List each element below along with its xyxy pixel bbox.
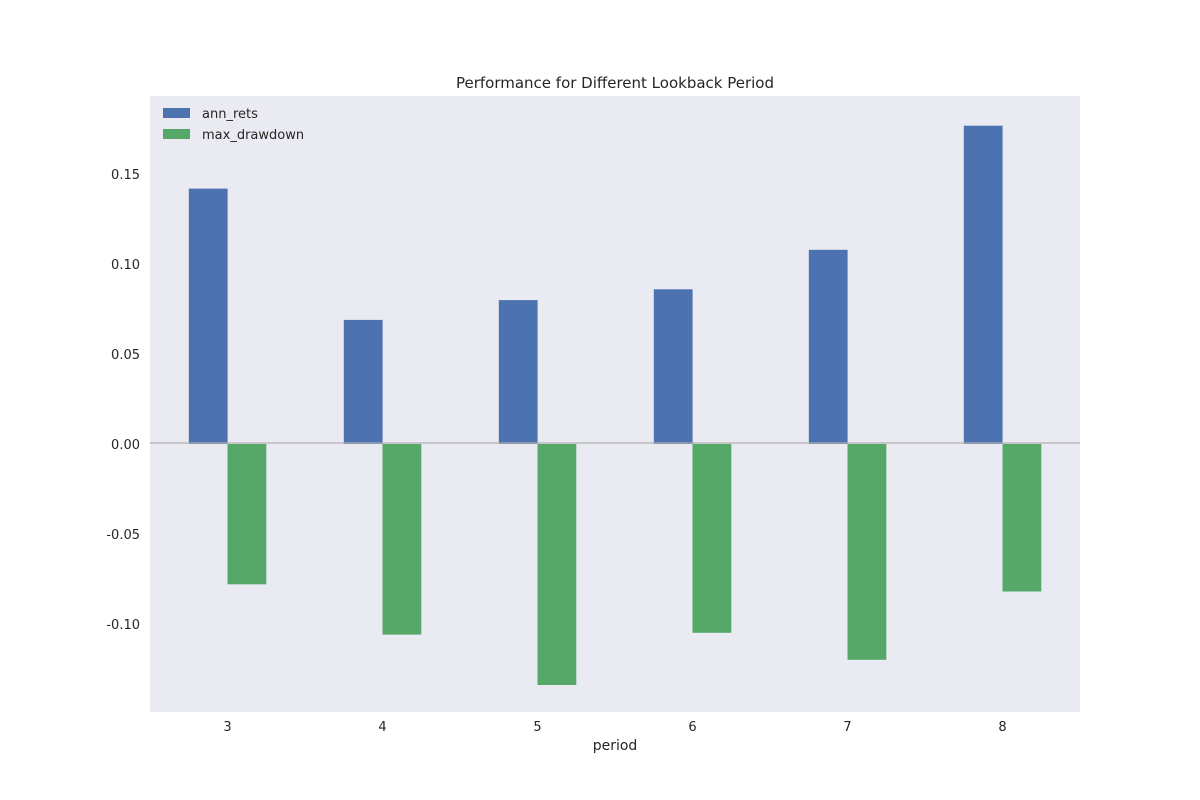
chart-title: Performance for Different Lookback Perio… [456, 74, 774, 92]
x-tick-label: 5 [533, 720, 541, 735]
x-tick-label: 4 [378, 720, 386, 735]
x-tick-label: 7 [843, 720, 851, 735]
y-axis: 0.15 0.10 0.05 0.00 -0.05 -0.10 [106, 168, 140, 633]
x-tick-label: 3 [223, 720, 231, 735]
bar-max-drawdown-8 [1002, 444, 1042, 592]
bar-ann-rets-3 [188, 188, 228, 444]
y-tick-label: 0.05 [111, 348, 140, 363]
x-axis-label: period [593, 738, 638, 754]
legend: ann_rets max_drawdown [163, 107, 304, 143]
y-tick-label: -0.10 [106, 618, 140, 633]
legend-label-max-drawdown: max_drawdown [202, 128, 304, 143]
x-tick-label: 8 [998, 720, 1006, 735]
legend-label-ann-rets: ann_rets [202, 107, 258, 122]
y-tick-label: 0.10 [111, 258, 140, 273]
x-axis: 3 4 5 6 7 8 [223, 720, 1006, 735]
bar-ann-rets-6 [653, 289, 693, 444]
legend-swatch-max-drawdown [163, 129, 190, 139]
bar-max-drawdown-6 [692, 444, 732, 633]
bar-ann-rets-4 [343, 319, 383, 444]
plot-area [150, 96, 1080, 712]
bars-layer [188, 125, 1042, 685]
y-tick-label: -0.05 [106, 528, 140, 543]
y-tick-label: 0.15 [111, 168, 140, 183]
bar-max-drawdown-7 [847, 444, 887, 660]
bar-ann-rets-5 [498, 300, 538, 444]
y-tick-label: 0.00 [111, 438, 140, 453]
x-tick-label: 6 [688, 720, 696, 735]
legend-swatch-ann-rets [163, 108, 190, 118]
bar-ann-rets-8 [963, 125, 1003, 444]
bar-max-drawdown-3 [227, 444, 267, 585]
bar-ann-rets-7 [808, 249, 848, 444]
bar-max-drawdown-4 [382, 444, 422, 635]
bar-max-drawdown-5 [537, 444, 577, 685]
